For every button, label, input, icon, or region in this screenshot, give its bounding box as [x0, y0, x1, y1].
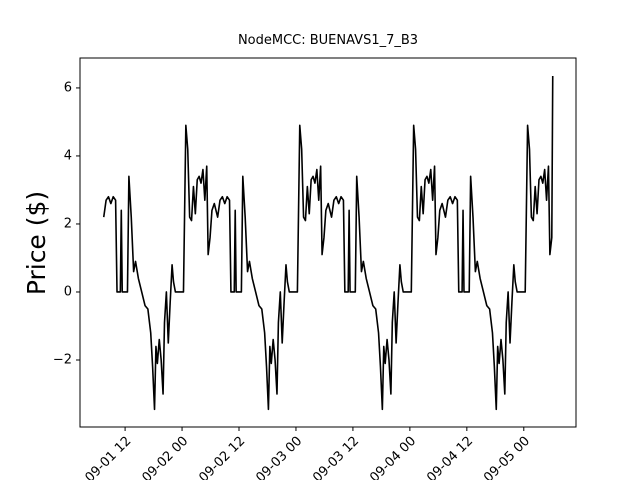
y-tick-label: −2: [53, 353, 72, 368]
plot-frame: [79, 57, 577, 428]
chart-title: NodeMCC: BUENAVS1_7_B3: [238, 33, 418, 48]
x-tick-label: 09-03 12: [310, 434, 362, 480]
x-tick-label: 09-03 00: [253, 434, 305, 480]
y-tick-label: 6: [64, 80, 72, 95]
price-line: [102, 76, 554, 411]
x-tick-label: 09-01 12: [82, 434, 134, 480]
x-tick-label: 09-02 00: [139, 434, 191, 480]
x-tick-label: 09-04 00: [367, 434, 419, 480]
x-tick-label: 09-02 12: [196, 434, 248, 480]
x-tick-label: 09-04 12: [424, 434, 476, 480]
y-tick-label: 0: [64, 284, 72, 299]
y-tick-label: 4: [64, 148, 72, 163]
x-tick-label: 09-05 00: [481, 434, 533, 480]
y-tick-label: 2: [64, 216, 72, 231]
y-axis-label: Price ($): [22, 191, 51, 295]
